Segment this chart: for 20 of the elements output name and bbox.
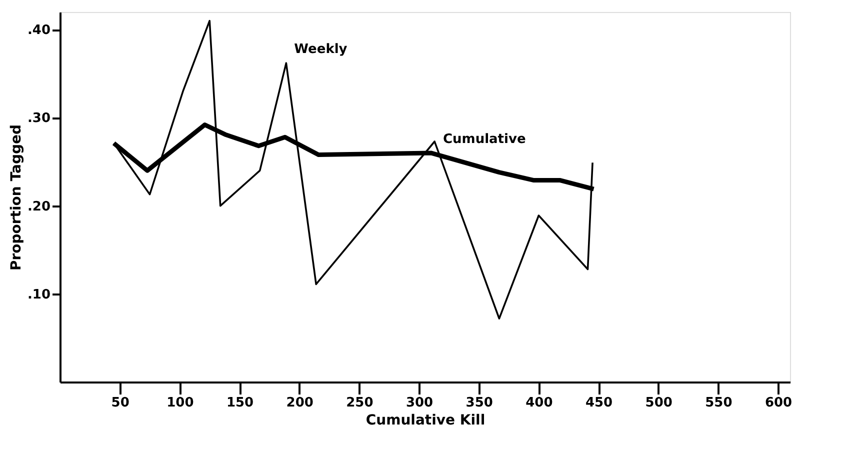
y-tick-label: .10	[27, 287, 50, 302]
x-tick-label: 150	[226, 396, 254, 410]
x-axis-title: Cumulative Kill	[366, 412, 486, 428]
x-tick-label: 350	[466, 396, 493, 410]
x-tick-label: 600	[764, 396, 792, 410]
x-tick-label: 100	[166, 396, 194, 410]
y-tick-label: .30	[27, 111, 50, 126]
x-tick-label: 50	[111, 396, 130, 410]
x-tick-label: 300	[406, 396, 434, 410]
y-tick-label: .20	[27, 199, 50, 214]
series-label: Weekly	[294, 42, 348, 58]
y-tick-label: .40	[27, 23, 50, 38]
x-tick-label: 500	[645, 396, 672, 410]
series-label: Cumulative	[442, 132, 526, 147]
x-tick-label: 450	[585, 396, 613, 410]
x-tick-label: 200	[286, 396, 314, 410]
x-tick-label: 400	[526, 396, 553, 410]
x-tick-label: 250	[346, 396, 374, 410]
x-tick-label: 550	[705, 396, 732, 410]
y-axis-title: Proportion Tagged	[8, 124, 24, 271]
